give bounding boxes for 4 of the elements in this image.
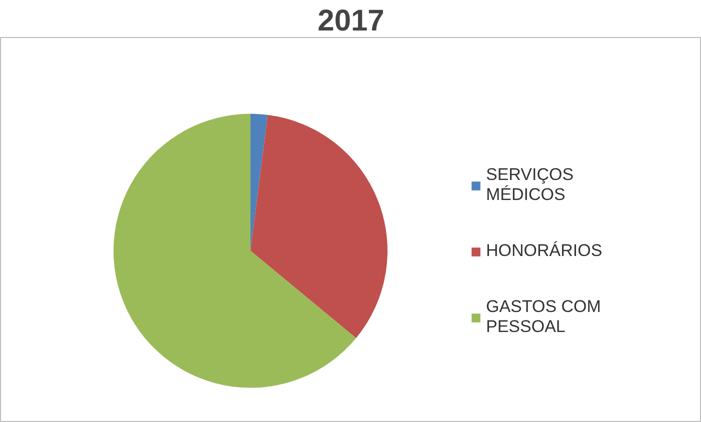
legend-label: SERVIÇOS MÉDICOS xyxy=(486,165,574,205)
chart-title: 2017 xyxy=(318,4,384,38)
legend-label: GASTOS COM PESSOAL xyxy=(486,297,601,337)
legend-label: HONORÁRIOS xyxy=(486,240,602,262)
